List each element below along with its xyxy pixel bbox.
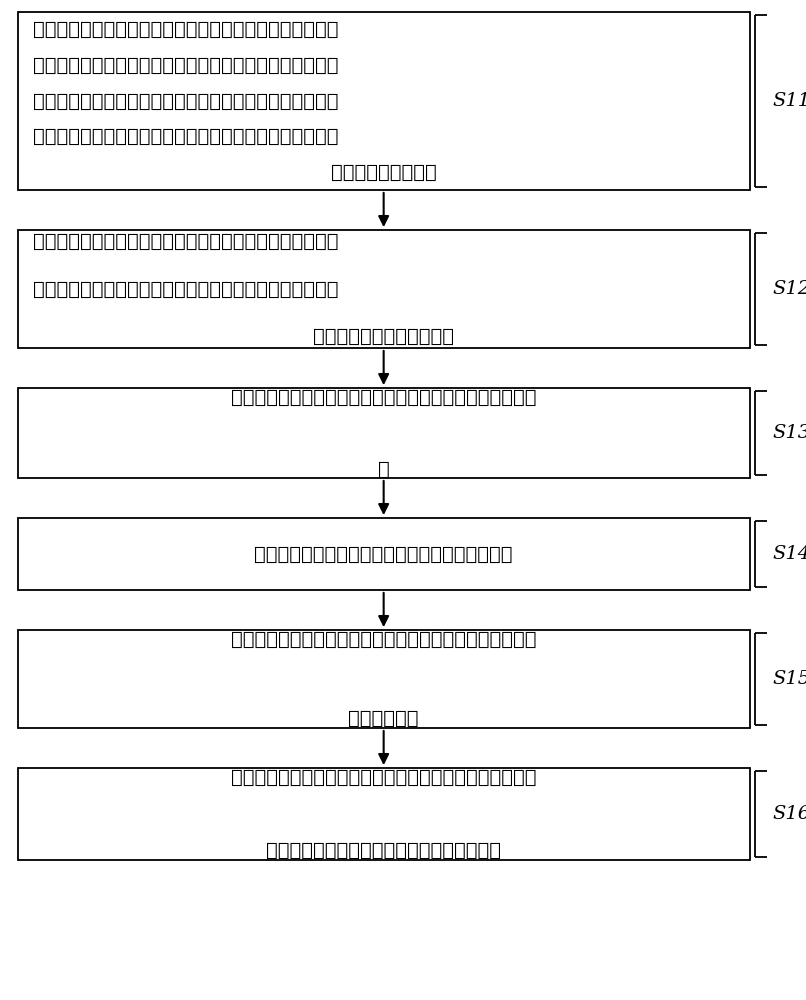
Text: 型: 型 — [378, 460, 389, 479]
Text: 统发送的，滑坡监测系统由多个滑坡检测设备组成的，且滑: 统发送的，滑坡监测系统由多个滑坡检测设备组成的，且滑 — [33, 56, 339, 75]
Text: S15: S15 — [773, 670, 806, 688]
Bar — [18, 230, 750, 348]
Text: 坡检测设备分别埋设于滑坡检测区域内的多个监测点，滑坡: 坡检测设备分别埋设于滑坡检测区域内的多个监测点，滑坡 — [33, 92, 339, 110]
Text: 接收滑坡检测区域的滑坡体信息，滑坡体信息为滑坡监测系: 接收滑坡检测区域的滑坡体信息，滑坡体信息为滑坡监测系 — [33, 20, 339, 39]
Bar — [18, 12, 750, 190]
Text: 根据二维位移场面观测模型，确定滑坡体滑动趋势: 根据二维位移场面观测模型，确定滑坡体滑动趋势 — [255, 544, 513, 564]
Text: 对检测区域内的滑坡体进行三维模拟仿真展示: 对检测区域内的滑坡体进行三维模拟仿真展示 — [266, 841, 501, 860]
Text: 基于动力学模型拟合算法，对每个监测点的温度值、湿度值: 基于动力学模型拟合算法，对每个监测点的温度值、湿度值 — [33, 232, 339, 251]
Bar — [18, 768, 750, 860]
Text: S13: S13 — [773, 424, 806, 442]
Text: S12: S12 — [773, 280, 806, 298]
Text: 、定位数据、倾斜角度和多段位移数据进行解算分析，建立: 、定位数据、倾斜角度和多段位移数据进行解算分析，建立 — [33, 279, 339, 298]
Text: S14: S14 — [773, 545, 806, 563]
Text: 根据二维位移场面观测模型、滑坡体滑动趋势和高程数据，: 根据二维位移场面观测模型、滑坡体滑动趋势和高程数据， — [231, 768, 537, 787]
Text: S11: S11 — [773, 92, 806, 110]
Bar — [18, 388, 750, 478]
Text: 基于高程数据模型，利用三维曲面匹配算法，提取每个监测: 基于高程数据模型，利用三维曲面匹配算法，提取每个监测 — [231, 630, 537, 649]
Text: S16: S16 — [773, 805, 806, 823]
Text: 体信息包括每个监测点的温度值、湿度值、定位数据、倾斜: 体信息包括每个监测点的温度值、湿度值、定位数据、倾斜 — [33, 127, 339, 146]
Text: 角度和多段位移数据: 角度和多段位移数据 — [330, 163, 437, 182]
Text: 点的高程数据: 点的高程数据 — [348, 709, 419, 728]
Bar — [18, 630, 750, 728]
Text: 根据每个监测点的土层状态曲线，建立二维位移场面观测模: 根据每个监测点的土层状态曲线，建立二维位移场面观测模 — [231, 387, 537, 406]
Bar — [18, 518, 750, 590]
Text: 每个监测点的土层状态曲线: 每个监测点的土层状态曲线 — [314, 327, 454, 346]
